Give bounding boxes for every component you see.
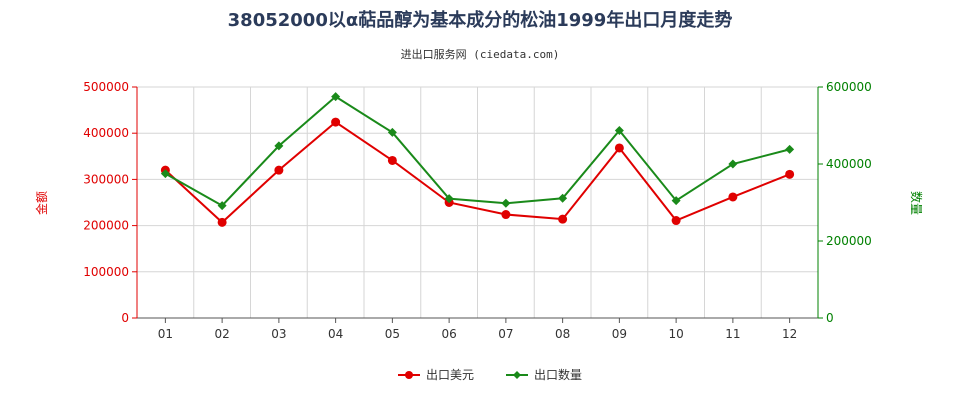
data-point <box>217 217 227 227</box>
data-point <box>614 126 624 136</box>
y-axis-left-label: 金额 <box>34 191 49 215</box>
data-point <box>728 159 738 169</box>
x-tick-label: 10 <box>668 327 683 341</box>
data-point <box>785 169 795 179</box>
x-tick-label: 11 <box>725 327 740 341</box>
legend-swatch-marker <box>513 371 521 379</box>
data-point <box>274 165 284 175</box>
data-point <box>558 214 568 224</box>
data-point <box>387 127 397 137</box>
x-tick-label: 04 <box>328 327 343 341</box>
chart-title: 38052000以α萜品醇为基本成分的松油1999年出口月度走势 <box>228 9 733 31</box>
y-left-tick-label: 100000 <box>83 265 129 279</box>
legend-swatch-marker <box>405 371 413 379</box>
y-left-tick-label: 500000 <box>83 80 129 94</box>
data-point <box>728 192 738 202</box>
x-tick-label: 01 <box>158 327 173 341</box>
x-tick-label: 12 <box>782 327 797 341</box>
data-point <box>444 194 454 204</box>
chart-subtitle: 进出口服务网 (ciedata.com) <box>401 47 560 61</box>
y-axis-right-label: 数量 <box>909 191 924 215</box>
data-point <box>501 210 511 220</box>
data-point <box>331 92 341 102</box>
data-point <box>614 143 624 153</box>
y-right-tick-label: 600000 <box>826 80 872 94</box>
data-point <box>331 117 341 127</box>
y-left-tick-label: 200000 <box>83 219 129 233</box>
data-point <box>274 141 284 151</box>
legend: 出口美元 出口数量 <box>398 367 582 382</box>
y-left-tick-label: 0 <box>121 311 129 325</box>
legend-label: 出口美元 <box>426 368 474 382</box>
series-line-1 <box>164 120 790 224</box>
y-left-tick-label: 400000 <box>83 126 129 140</box>
x-tick-label: 05 <box>385 327 400 341</box>
x-tick-label: 03 <box>271 327 286 341</box>
data-point <box>558 193 568 203</box>
y-right-tick-label: 400000 <box>826 157 872 171</box>
x-tick-label: 08 <box>555 327 570 341</box>
x-tick-label: 09 <box>612 327 627 341</box>
data-point <box>671 216 681 226</box>
x-tick-label: 06 <box>441 327 456 341</box>
data-point <box>671 196 681 206</box>
y-left-tick-label: 300000 <box>83 172 129 186</box>
data-point <box>217 201 227 211</box>
axes: 0 100000 200000 300000 400000 500000 0 200000 40… <box>83 80 872 341</box>
x-tick-label: 07 <box>498 327 513 341</box>
legend-label: 出口数量 <box>534 367 582 382</box>
series <box>160 92 795 227</box>
grid <box>137 86 819 318</box>
data-point <box>501 198 511 208</box>
y-right-tick-label: 0 <box>826 311 834 325</box>
data-point <box>160 169 170 179</box>
x-tick-label: 02 <box>214 327 229 341</box>
data-point <box>387 155 397 165</box>
series-line-2 <box>164 95 790 207</box>
y-right-tick-label: 200000 <box>826 234 872 248</box>
data-point <box>785 144 795 154</box>
